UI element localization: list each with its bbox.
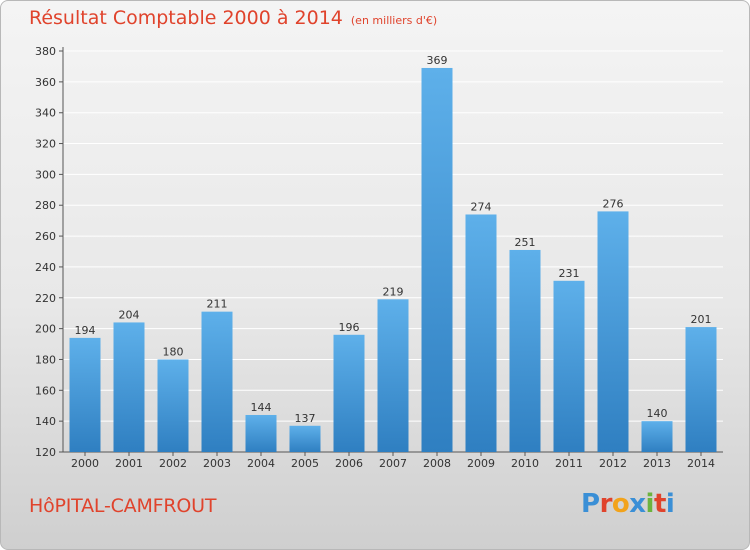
x-tick-label: 2005 [291, 457, 319, 470]
bar [201, 311, 233, 452]
commune-name: HôPITAL-CAMFROUT [29, 495, 217, 517]
bar [113, 322, 145, 452]
data-label: 219 [383, 285, 404, 298]
y-tick-label: 320 [35, 138, 56, 151]
logo-letter: i [665, 489, 675, 519]
x-axis-tick-labels: 2000 2001 2002 2003 2004 2005 2006 2007 2008 2009… [71, 457, 715, 470]
x-tick-label: 2009 [467, 457, 495, 470]
y-tick-label: 200 [35, 323, 56, 336]
data-label: 274 [471, 200, 492, 213]
x-tick-label: 2003 [203, 457, 231, 470]
logo-letter: o [611, 489, 630, 519]
data-label: 196 [339, 321, 360, 334]
bar [641, 421, 673, 452]
bar [245, 414, 277, 452]
bar [597, 211, 629, 452]
y-tick-label: 260 [35, 230, 56, 243]
data-label: 140 [647, 407, 668, 420]
x-tick-label: 2010 [511, 457, 539, 470]
y-tick-label: 300 [35, 168, 56, 181]
x-tick-label: 2011 [555, 457, 583, 470]
data-label: 204 [119, 308, 140, 321]
chart-title: Résultat Comptable 2000 à 2014 (en millie… [29, 7, 437, 29]
data-label: 194 [75, 324, 96, 337]
x-tick-label: 2007 [379, 457, 407, 470]
bar [69, 337, 101, 452]
y-tick-label: 140 [35, 415, 56, 428]
y-tick-label: 120 [35, 446, 56, 459]
y-tick-label: 220 [35, 292, 56, 305]
x-tick-label: 2006 [335, 457, 363, 470]
bar [465, 214, 497, 452]
y-tick-label: 360 [35, 76, 56, 89]
bars [69, 67, 717, 452]
bar [333, 334, 365, 452]
y-tick-label: 380 [35, 45, 56, 58]
data-labels: 194 204 180 211 144 137 196 219 369 274 251 231 276 1… [75, 54, 712, 425]
bar [421, 67, 453, 452]
bar [509, 249, 541, 452]
data-label: 251 [515, 236, 536, 249]
y-tick-label: 160 [35, 384, 56, 397]
x-tick-label: 2004 [247, 457, 275, 470]
bar [289, 425, 321, 452]
bar [553, 280, 585, 452]
data-label: 211 [207, 298, 228, 311]
bar [157, 359, 189, 452]
x-tick-label: 2014 [687, 457, 715, 470]
logo-letter: i [645, 489, 655, 519]
x-tick-label: 2001 [115, 457, 143, 470]
logo-letter: r [599, 489, 613, 519]
data-label: 369 [427, 54, 448, 67]
x-tick-label: 2000 [71, 457, 99, 470]
data-label: 276 [603, 197, 624, 210]
x-tick-label: 2012 [599, 457, 627, 470]
bar [377, 299, 409, 452]
y-tick-label: 180 [35, 353, 56, 366]
data-label: 231 [559, 267, 580, 280]
y-tick-label: 340 [35, 107, 56, 120]
chart-unit-note: (en milliers d'€) [350, 14, 438, 27]
y-tick-label: 280 [35, 199, 56, 212]
x-tick-label: 2002 [159, 457, 187, 470]
data-label: 144 [251, 401, 272, 414]
y-tick-label: 240 [35, 261, 56, 274]
logo-letter: x [629, 489, 646, 519]
data-label: 201 [691, 313, 712, 326]
logo-letter: t [653, 489, 666, 519]
x-tick-label: 2008 [423, 457, 451, 470]
x-tick-label: 2013 [643, 457, 671, 470]
bar [685, 327, 717, 452]
proxiti-logo: Proxiti [581, 489, 675, 519]
chart-title-text: Résultat Comptable 2000 à 2014 [29, 7, 343, 29]
data-label: 180 [163, 345, 184, 358]
data-label: 137 [295, 412, 316, 425]
logo-letter: P [581, 489, 600, 519]
y-axis-tick-labels: 120 140 160 180 200 220 240 260 280 300 320 340 360 3… [35, 45, 56, 459]
